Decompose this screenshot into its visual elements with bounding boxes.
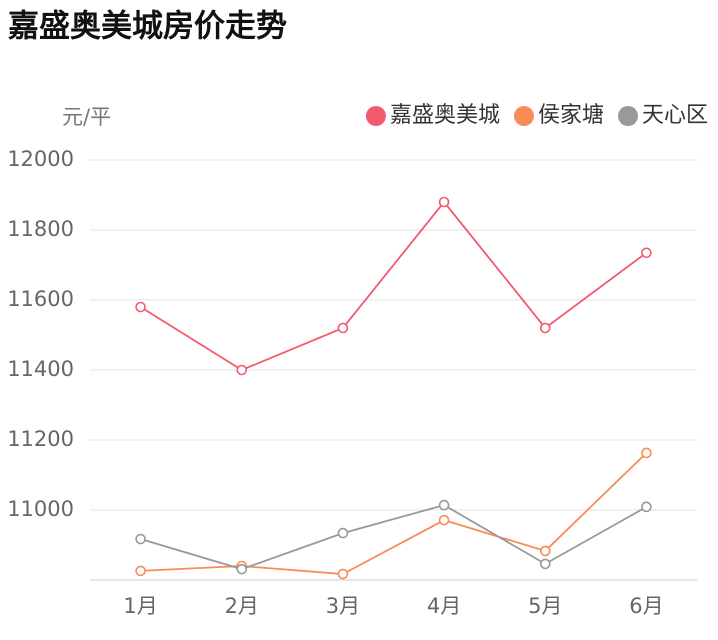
y-tick-label: 12000 [7,147,74,171]
data-point [539,322,551,334]
y-tick-label: 11000 [7,497,74,521]
y-tick-label: 11200 [7,427,74,451]
data-point [641,501,652,513]
legend-swatch [365,106,386,126]
y-tick-label: 11800 [7,217,74,241]
y-axis-label: 元/平 [62,105,111,129]
legend-swatch [513,106,534,126]
y-tick-label: 11600 [7,287,74,311]
series-line [140,452,648,575]
x-tick-label: 5月 [528,594,562,618]
data-point [236,563,248,575]
x-tick-label: 3月 [326,594,360,618]
data-point [135,301,146,313]
data-point [236,364,248,376]
data-point [135,533,146,545]
data-point [539,558,551,570]
legend-label: 侯家塘 [538,103,604,128]
x-tick-label: 2月 [225,594,259,618]
legend-label: 天心区 [642,103,708,128]
data-point [337,568,349,580]
data-point [539,545,551,557]
legend-swatch [617,106,638,126]
data-point [337,527,349,539]
series-line [140,200,647,372]
data-point [438,499,450,511]
data-point [337,322,349,334]
legend-label: 嘉盛奥美城 [390,103,500,128]
chart-title: 嘉盛奥美城房价走势 [8,9,287,45]
data-point [135,565,146,577]
data-point [438,196,450,208]
data-point [438,514,450,526]
x-tick-label: 4月 [427,594,461,618]
data-point [641,247,652,259]
data-point [641,447,652,459]
x-tick-label: 1月 [123,594,157,618]
y-tick-label: 11400 [7,357,74,381]
legend: 天心区 侯家塘 嘉盛奥美城 [365,103,708,128]
series-line [140,504,647,571]
x-tick-label: 6月 [629,594,663,618]
